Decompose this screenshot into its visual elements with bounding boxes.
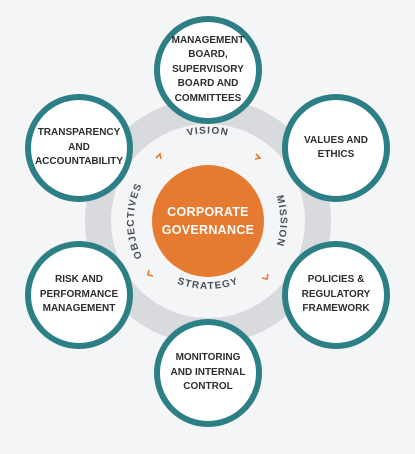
node-transparency-accountability: TRANSPARENCY AND ACCOUNTABILITY (25, 94, 133, 202)
node-management-board: MANAGEMENT BOARD, SUPERVISORY BOARD AND … (154, 16, 262, 124)
node-label: VALUES AND ETHICS (304, 134, 368, 161)
node-monitoring-control: MONITORING AND INTERNAL CONTROL (154, 319, 262, 427)
ring-label-mission: MISSION (274, 194, 289, 248)
ring-label-vision: VISION (186, 125, 230, 138)
node-label: POLICIES & REGULATORY FRAMEWORK (301, 274, 371, 315)
node-risk-performance: RISK AND PERFORMANCE MANAGEMENT (25, 241, 133, 349)
node-label: RISK AND PERFORMANCE MANAGEMENT (39, 274, 119, 315)
arrow-chevron-icon (261, 273, 269, 280)
arrow-chevron-icon (147, 269, 154, 277)
arrow-chevron-icon (155, 152, 162, 160)
arrow-chevron-icon (254, 153, 262, 160)
node-label: TRANSPARENCY AND ACCOUNTABILITY (34, 127, 124, 168)
center-circle: CORPORATE GOVERNANCE (152, 165, 264, 277)
node-policies-framework: POLICIES & REGULATORY FRAMEWORK (282, 241, 390, 349)
center-label: CORPORATE GOVERNANCE (161, 204, 255, 237)
ring-label-strategy: STRATEGY (176, 276, 240, 292)
ring-label-objectives: OBJECTIVES (126, 181, 145, 260)
node-values-ethics: VALUES AND ETHICS (282, 94, 390, 202)
node-label: MANAGEMENT BOARD, SUPERVISORY BOARD AND … (171, 34, 245, 104)
node-label: MONITORING AND INTERNAL CONTROL (170, 352, 246, 393)
